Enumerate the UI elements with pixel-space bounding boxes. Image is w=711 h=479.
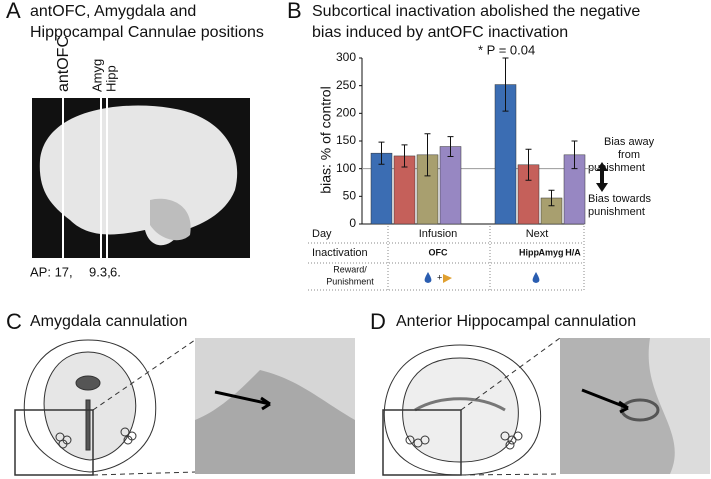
table-cell: Amyg	[538, 247, 563, 257]
error-bar	[378, 141, 385, 165]
arrow	[581, 388, 629, 414]
table-label: Reward/	[333, 264, 367, 274]
error-bar	[548, 189, 555, 207]
histology-detail	[195, 338, 355, 420]
ap-label: 6.	[110, 264, 121, 279]
y-axis-label: bias: % of control	[318, 86, 334, 193]
error-bar	[502, 57, 509, 112]
y-tick-label: 250	[336, 78, 356, 92]
arrow-down	[596, 176, 608, 192]
panel-title: Anterior Hippocampal cannulation	[396, 313, 636, 330]
table-label: Day	[312, 228, 332, 240]
histology-detail	[560, 338, 710, 474]
panel-title: Hippocampal Cannulae positions	[30, 24, 264, 41]
y-tick-label: 150	[336, 133, 356, 147]
panel-letter: B	[287, 0, 302, 23]
error-bar	[447, 136, 454, 157]
error-bar	[424, 133, 431, 177]
table-cell: Hipp	[519, 247, 539, 257]
chart-title: Subcortical inactivation abolished the n…	[312, 3, 640, 20]
panel-title: Amygdala cannulation	[30, 313, 187, 330]
panel-letter: A	[6, 0, 21, 23]
bias-label: Bias away	[604, 136, 655, 148]
bias-label: from	[618, 149, 640, 161]
site-label: antOFC	[55, 36, 72, 92]
error-bar	[401, 144, 408, 168]
error-bar	[525, 148, 532, 181]
ap-label: 9.3,	[89, 264, 111, 279]
y-tick-label: 100	[336, 161, 356, 175]
error-bar	[571, 140, 578, 170]
arrow-up	[596, 162, 608, 178]
panel-title: antOFC, Amygdala and	[30, 3, 196, 20]
section-drawing	[14, 339, 196, 476]
table-label: Punishment	[326, 276, 374, 286]
site-label: Amyg	[89, 59, 104, 92]
x-category-label: Next	[526, 228, 549, 240]
condition-table	[308, 226, 585, 291]
ap-label: AP: 17,	[30, 264, 73, 279]
panel-letter: C	[6, 309, 22, 334]
site-label: Hipp	[103, 65, 118, 92]
site-lines	[62, 98, 108, 258]
chart-title: bias induced by antOFC inactivation	[312, 24, 568, 41]
arrow	[214, 390, 271, 411]
x-category-label: Infusion	[419, 228, 458, 240]
reward-icons: +	[424, 272, 540, 283]
bias-label: punishment	[588, 162, 645, 174]
panel-letter: D	[370, 309, 386, 334]
table-cell: OFC	[429, 247, 448, 257]
table-label: Inactivation	[312, 247, 368, 259]
bias-label: punishment	[588, 206, 645, 218]
section-drawing	[382, 337, 561, 476]
table-cell: H/A	[565, 247, 581, 257]
y-tick-label: 50	[343, 189, 357, 203]
bar	[439, 146, 462, 225]
brain-shape	[39, 105, 238, 246]
y-tick-label: 0	[349, 216, 356, 230]
y-tick-label: 300	[336, 50, 356, 64]
svg-text:+: +	[437, 272, 442, 282]
annotation: * P = 0.04	[478, 42, 535, 57]
bias-label: Bias towards	[588, 193, 651, 205]
y-tick-label: 200	[336, 106, 356, 120]
